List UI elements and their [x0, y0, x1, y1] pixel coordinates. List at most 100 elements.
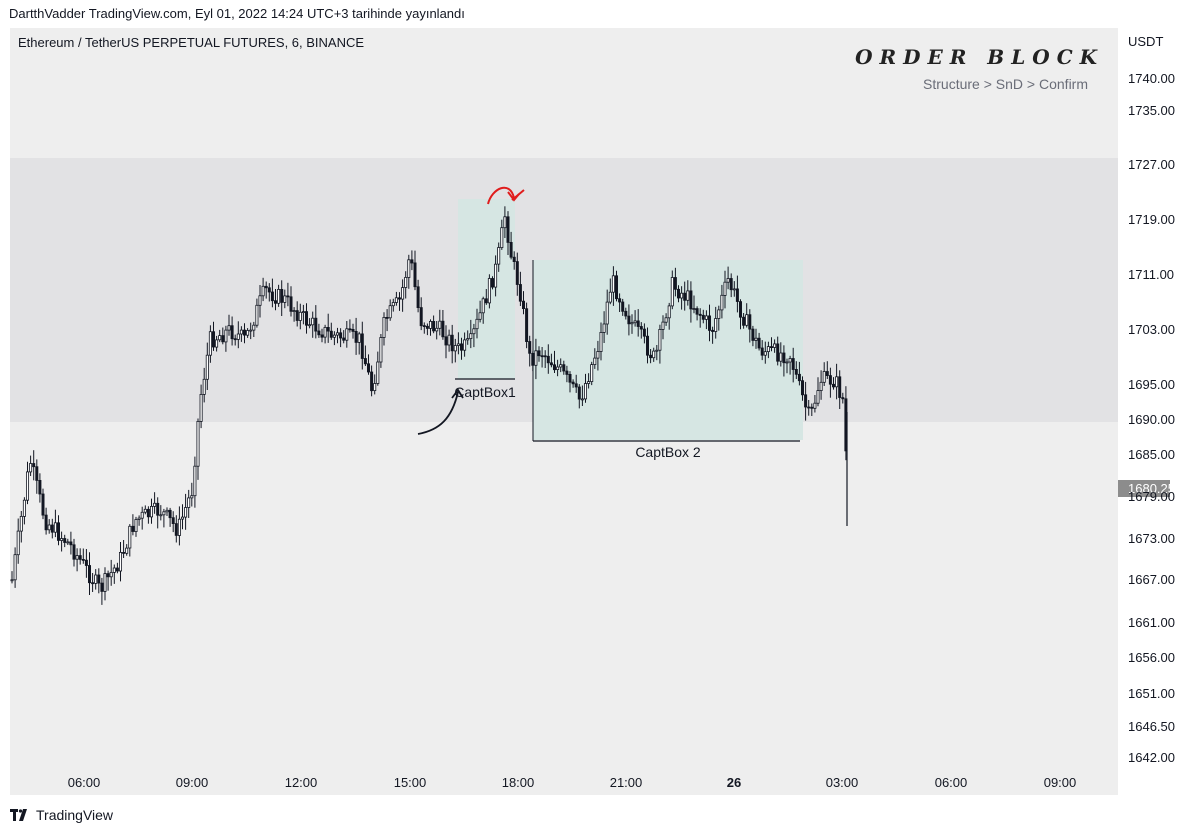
- candle-body: [494, 263, 498, 288]
- candle-body: [47, 524, 51, 531]
- candle-body: [407, 259, 411, 278]
- candle-body: [373, 383, 377, 391]
- candle-body: [342, 337, 346, 341]
- candle-body: [497, 247, 501, 265]
- candle-body: [785, 361, 789, 364]
- candle-body: [410, 259, 414, 264]
- candle-body: [119, 552, 123, 572]
- candle-body: [819, 381, 823, 391]
- candle-body: [435, 327, 439, 332]
- candle-body: [419, 307, 423, 327]
- candle-body: [308, 324, 312, 327]
- candle-body: [88, 565, 92, 584]
- candle-body: [416, 286, 420, 308]
- candle-body: [13, 554, 17, 581]
- candle-body: [10, 579, 14, 582]
- candle-body: [224, 329, 228, 343]
- candle-body: [611, 275, 615, 293]
- candle-body: [255, 304, 259, 326]
- candle-body: [838, 376, 842, 398]
- curved-arrow-right-icon: [487, 186, 525, 205]
- candle-body: [301, 311, 305, 314]
- footer-brand[interactable]: TradingView: [36, 807, 114, 823]
- candle-body: [125, 547, 129, 554]
- candle-body: [441, 320, 445, 338]
- candle-body: [596, 351, 600, 359]
- candle-body: [32, 463, 36, 468]
- time-tick-label: 09:00: [1044, 775, 1077, 790]
- candle-body: [273, 300, 277, 304]
- candle-body: [531, 352, 535, 366]
- candle-body: [53, 522, 57, 533]
- candle-body: [695, 308, 699, 315]
- candle-body: [366, 363, 370, 373]
- candle-body: [122, 552, 126, 554]
- candle-body: [57, 522, 61, 541]
- candle-body: [518, 284, 522, 302]
- candle-body: [332, 334, 336, 338]
- candle-body: [599, 331, 603, 352]
- candle-body: [171, 517, 175, 525]
- candle-body: [246, 330, 250, 336]
- candle-body: [283, 295, 287, 303]
- candle-body: [149, 505, 153, 518]
- symbol-title: Ethereum / TetherUS PERPETUAL FUTURES, 6…: [18, 35, 364, 50]
- candle-body: [512, 256, 516, 263]
- candle-body: [397, 297, 401, 300]
- candle-body: [78, 555, 82, 560]
- candle-body: [19, 516, 23, 532]
- candle-body: [258, 295, 262, 306]
- candle-body: [515, 261, 519, 285]
- candle-body: [618, 298, 622, 303]
- price-tick-label: 1690.00: [1128, 412, 1175, 427]
- candle-body: [264, 285, 268, 289]
- candle-body: [348, 328, 352, 331]
- candle-body: [621, 301, 625, 312]
- candle-body: [801, 380, 805, 396]
- candle-body: [106, 573, 110, 578]
- price-tick-label: 1642.00: [1128, 750, 1175, 765]
- candle-body: [475, 318, 479, 330]
- time-tick-label: 21:00: [610, 775, 643, 790]
- candle-body: [605, 301, 609, 325]
- candle-body: [584, 383, 588, 400]
- candle-body: [221, 335, 225, 343]
- candle-body: [537, 350, 541, 357]
- candle-body: [230, 325, 234, 340]
- candle-body: [568, 373, 572, 383]
- candle-body: [75, 555, 79, 560]
- candle-body: [128, 525, 132, 549]
- footer[interactable]: TradingView: [10, 805, 113, 825]
- candle-body: [295, 310, 299, 321]
- candle-body: [280, 288, 284, 303]
- candle-body: [81, 559, 85, 561]
- candle-body: [639, 326, 643, 330]
- time-tick-label: 15:00: [394, 775, 427, 790]
- candle-body: [509, 241, 513, 258]
- candle-body: [190, 495, 194, 499]
- candle-body: [686, 290, 690, 301]
- candle-body: [66, 541, 70, 544]
- price-tick-label: 1740.00: [1128, 71, 1175, 86]
- candle-body: [159, 514, 163, 517]
- price-tick-label: 1673.00: [1128, 531, 1175, 546]
- candle-body: [199, 393, 203, 422]
- candle-body: [630, 322, 634, 325]
- candle-body: [714, 318, 718, 332]
- candle-body: [602, 323, 606, 333]
- candle-body: [335, 332, 339, 336]
- candle-body: [528, 341, 532, 354]
- candle-body: [680, 292, 684, 299]
- candle-body: [701, 314, 705, 320]
- candle-body: [590, 364, 594, 383]
- price-axis[interactable]: [1118, 28, 1200, 795]
- price-tick-label: 1667.00: [1128, 572, 1175, 587]
- candle-body: [211, 331, 215, 348]
- candle-body: [580, 398, 584, 401]
- candle-body: [140, 511, 144, 519]
- candle-body: [391, 302, 395, 307]
- candle-body: [490, 278, 494, 288]
- candle-body: [218, 335, 222, 341]
